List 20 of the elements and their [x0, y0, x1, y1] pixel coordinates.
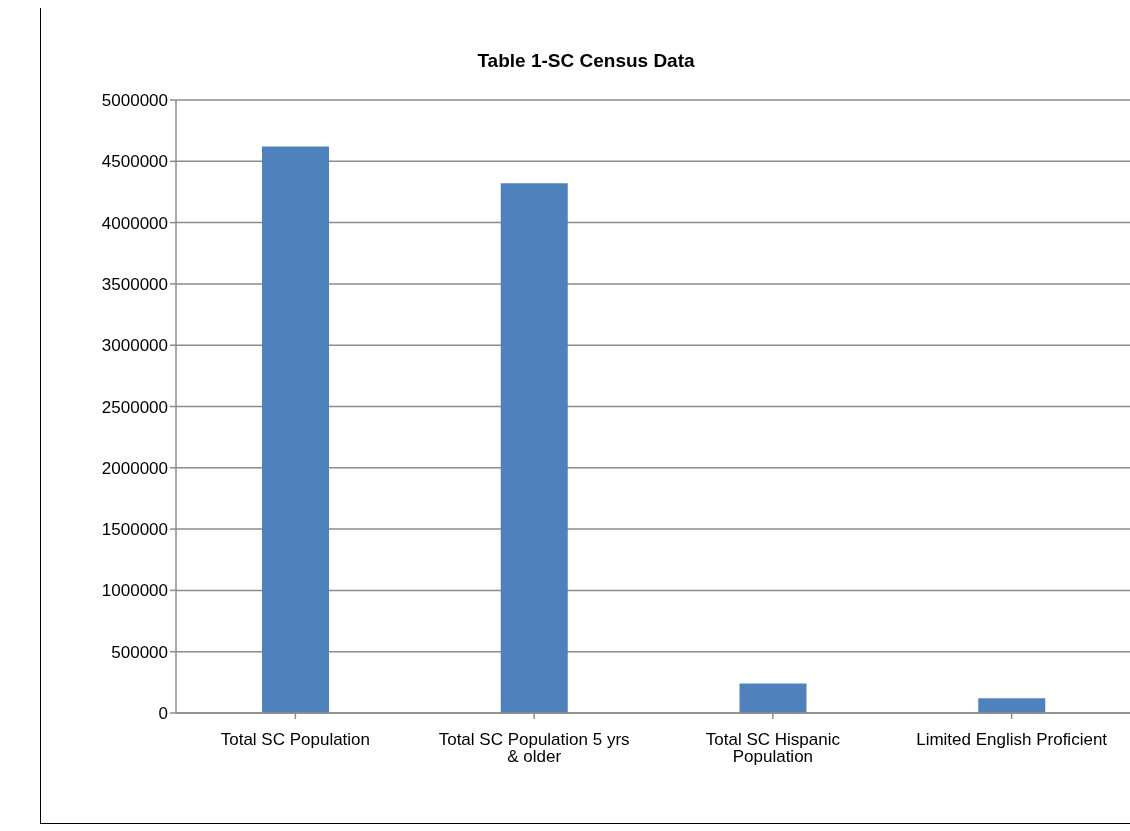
y-tick-label: 4000000 — [101, 213, 168, 233]
x-tick-label: Limited English Proficient — [916, 730, 1108, 750]
bar — [739, 683, 807, 713]
y-tick-label: 2000000 — [101, 458, 168, 478]
y-tick-label: 1500000 — [101, 520, 168, 540]
bar — [262, 146, 329, 713]
y-tick-label: 4500000 — [101, 152, 168, 172]
y-tick-label: 3500000 — [101, 274, 168, 294]
x-tick-label: Total SC Population 5 yrs & older — [438, 730, 630, 767]
y-tick-label: 0 — [158, 704, 168, 724]
chart-title: Table 1-SC Census Data — [476, 50, 696, 72]
y-tick-label: 5000000 — [101, 91, 168, 111]
x-tick-label: Total SC Population — [220, 730, 371, 750]
y-tick-label: 500000 — [111, 642, 168, 662]
bar — [500, 183, 568, 713]
bar — [978, 698, 1046, 713]
x-tick-label: Total SC Hispanic Population — [705, 730, 841, 767]
y-tick-label: 2500000 — [101, 397, 168, 417]
y-tick-label: 3000000 — [101, 336, 168, 356]
y-tick-label: 1000000 — [101, 581, 168, 601]
